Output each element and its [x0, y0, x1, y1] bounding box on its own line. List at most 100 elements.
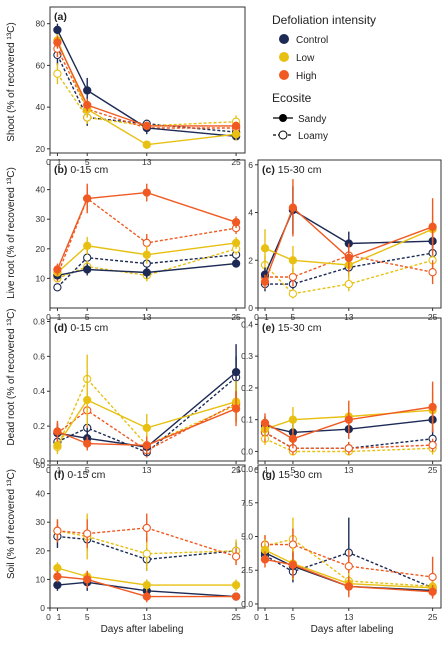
y-label-soil: Soil (% of recovered ¹³C) — [6, 469, 17, 579]
series-line — [264, 206, 433, 282]
series-line — [57, 535, 237, 561]
data-point — [344, 582, 353, 591]
legend-marker-control — [279, 34, 289, 44]
data-point — [428, 440, 437, 450]
series-low-sandy — [260, 214, 437, 277]
legend-intensity-title: Defoliation intensity — [272, 13, 376, 27]
x-tick-label: 5 — [85, 157, 90, 167]
y-tick-label: 20 — [36, 244, 46, 254]
data-point — [83, 194, 92, 203]
series-line — [56, 197, 237, 276]
x-tick-label: 25 — [231, 465, 241, 475]
x-tick-label: 5 — [291, 312, 296, 322]
data-point — [53, 283, 62, 292]
series-line — [265, 254, 433, 278]
y-tick-label: 10.0 — [236, 464, 253, 474]
series-line — [264, 431, 433, 449]
series-line — [56, 399, 237, 446]
series-line — [57, 530, 237, 555]
y-tick-label: 0.4 — [33, 386, 45, 396]
x-tick-label: 0 — [254, 612, 259, 622]
y-label-dead-root: Dead root (% of recovered ¹³C) — [6, 308, 17, 445]
data-point — [288, 540, 298, 549]
data-point — [260, 555, 270, 564]
series-line — [264, 228, 433, 266]
panel-frame — [49, 317, 246, 462]
y-tick-label: 0.2 — [33, 421, 45, 431]
panel-title: (c) 15-30 cm — [262, 164, 322, 176]
y-tick-label: 0.0 — [241, 446, 253, 456]
series-high-sandy — [260, 179, 437, 289]
data-point — [53, 427, 62, 436]
data-point — [83, 439, 92, 448]
data-point — [83, 86, 92, 95]
x-tick-label: 25 — [231, 612, 241, 622]
data-point — [231, 592, 241, 601]
data-point — [288, 203, 298, 212]
data-point — [288, 560, 298, 569]
series-line — [57, 262, 237, 277]
x-tick-label: 25 — [231, 312, 241, 322]
series-line — [264, 558, 433, 593]
data-point — [344, 253, 353, 263]
y-tick-label: 2 — [248, 255, 253, 265]
series-line — [264, 538, 433, 588]
data-point — [53, 69, 62, 78]
data-point — [231, 404, 241, 413]
x-tick-label: 5 — [85, 612, 90, 622]
panel-title: (g) 15-30 cm — [262, 469, 322, 481]
data-point — [142, 188, 151, 197]
data-point — [428, 268, 437, 277]
y-label-shoot: Shoot (% of recovered ¹³C) — [6, 22, 17, 142]
series-high-sandy — [53, 570, 241, 603]
legend-label-high: High — [296, 71, 317, 82]
y-tick-label: 0.3 — [241, 351, 253, 361]
data-point — [288, 434, 298, 443]
legend-marker-sandy — [279, 114, 287, 122]
y-tick-label: 0.0 — [33, 456, 45, 466]
data-point — [344, 415, 353, 424]
series-line — [56, 377, 237, 448]
data-point — [53, 580, 62, 590]
y-tick-label: 0.0 — [241, 599, 253, 609]
legend: Defoliation intensity Control Low High E… — [272, 13, 376, 142]
y-tick-label: 30 — [36, 517, 46, 527]
series-line — [57, 371, 237, 448]
x-tick-label: 0 — [46, 157, 51, 167]
data-point — [428, 222, 437, 231]
series-high-loamy — [260, 528, 437, 598]
data-point — [344, 562, 353, 571]
panel-frame — [49, 6, 246, 154]
x-tick-label: 13 — [142, 312, 152, 322]
series-line — [265, 543, 433, 578]
data-point — [231, 259, 241, 268]
legend-label-sandy: Sandy — [298, 114, 326, 125]
panel-a: 20 40 60 80 0 1 5 13 25 (a) — [36, 6, 246, 167]
y-tick-label: 0.4 — [241, 319, 253, 329]
y-tick-label: 40 — [36, 185, 46, 195]
y-tick-label: 20 — [36, 144, 46, 154]
y-tick-label: 20 — [36, 546, 46, 556]
series-line — [57, 567, 237, 586]
panel-title: (e) 15-30 cm — [262, 322, 322, 334]
x-tick-label: 5 — [85, 312, 90, 322]
x-tick-label: 0 — [254, 465, 259, 475]
data-point — [53, 526, 62, 535]
x-tick-label: 13 — [344, 612, 354, 622]
data-point — [288, 256, 298, 265]
y-tick-label: 4 — [248, 208, 253, 218]
data-point — [83, 241, 92, 250]
x-tick-label: 1 — [264, 312, 269, 322]
series-line — [57, 581, 237, 598]
data-point — [53, 38, 62, 47]
panel-e: 0.0 0.1 0.2 0.3 0.4 0 1 5 13 25 (e) 15-30 cm — [241, 317, 442, 475]
data-point — [231, 580, 241, 590]
series-line — [264, 551, 433, 589]
legend-label-control: Control — [296, 35, 328, 46]
data-point — [231, 130, 241, 139]
data-point — [83, 100, 92, 110]
x-tick-label: 0 — [254, 312, 259, 322]
